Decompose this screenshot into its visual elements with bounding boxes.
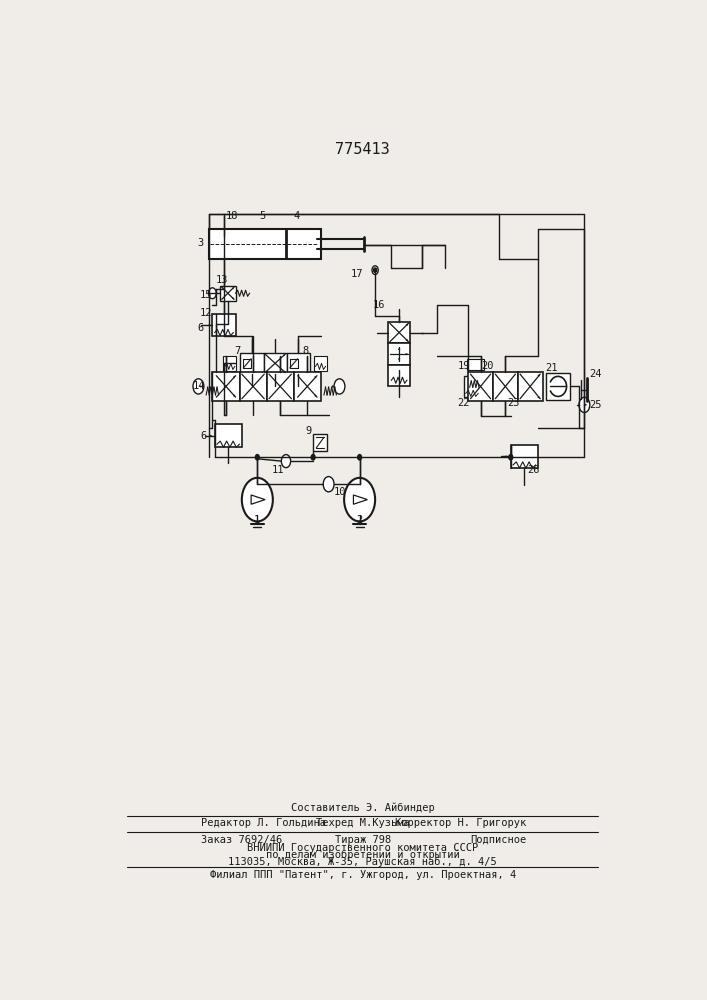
Polygon shape [233,394,235,397]
Text: 775413: 775413 [335,142,390,157]
Bar [215,424,242,447]
Circle shape [334,379,345,394]
Text: 23: 23 [507,398,520,408]
Bar [510,445,538,468]
Circle shape [579,397,590,413]
Text: 16: 16 [373,300,385,310]
Text: 26: 26 [527,465,540,475]
Text: 4: 4 [293,211,299,221]
Bar [209,229,321,259]
Polygon shape [283,370,285,373]
Circle shape [323,477,334,492]
Bar [467,359,484,370]
Circle shape [344,478,375,521]
Bar [223,356,236,371]
Polygon shape [200,385,203,388]
Text: 2: 2 [356,515,363,525]
Bar [468,372,493,401]
Text: Корректор Н. Григорук: Корректор Н. Григорук [395,818,526,828]
Bar [220,286,235,301]
Bar [493,372,518,401]
Circle shape [373,268,377,272]
Text: 25: 25 [590,400,602,410]
Text: 5: 5 [259,211,266,221]
Polygon shape [506,455,508,458]
Bar [212,314,235,336]
Polygon shape [537,374,540,377]
Polygon shape [216,292,218,294]
Bar [313,434,327,451]
Text: 20: 20 [481,361,493,371]
Polygon shape [314,376,317,378]
Polygon shape [232,287,234,289]
Polygon shape [332,385,335,388]
Text: Техред М.Кузьма: Техред М.Кузьма [316,818,409,828]
Polygon shape [585,404,588,406]
Text: Подписное: Подписное [470,835,526,845]
Polygon shape [314,394,317,397]
Bar [388,343,410,365]
Bar [240,372,267,401]
Text: 6: 6 [200,431,206,441]
Text: 22: 22 [457,398,469,408]
Text: 12: 12 [200,308,212,318]
Polygon shape [232,297,234,299]
Bar [388,322,410,343]
Text: 10: 10 [334,487,346,497]
Circle shape [193,379,204,394]
Bar [264,353,287,374]
Text: 7: 7 [234,346,240,356]
Polygon shape [209,435,212,437]
Text: 24: 24 [590,369,602,379]
Text: Заказ 7692/46: Заказ 7692/46 [201,835,282,845]
Circle shape [509,455,513,460]
Bar [464,376,480,397]
Text: 19: 19 [457,361,469,371]
Text: по делам изобретений и открытий: по делам изобретений и открытий [266,849,460,860]
Bar [287,353,310,374]
Text: 9: 9 [305,426,312,436]
Bar [267,372,293,401]
Text: 15: 15 [200,290,212,300]
Text: 3: 3 [197,238,203,248]
Bar [240,353,264,374]
Polygon shape [209,324,211,326]
Circle shape [255,455,259,460]
Polygon shape [537,396,540,399]
Circle shape [209,288,216,299]
Text: 11: 11 [271,465,284,475]
Text: Составитель Э. Айбиндер: Составитель Э. Айбиндер [291,802,435,813]
Text: 6: 6 [198,323,204,333]
Text: 18: 18 [226,211,238,221]
Bar [314,356,327,371]
Text: 21: 21 [546,363,558,373]
Text: 14: 14 [193,381,206,391]
Text: Редактор Л. Гольдина: Редактор Л. Гольдина [201,818,326,828]
Text: Тираж 798: Тираж 798 [334,835,391,845]
Polygon shape [398,358,400,361]
Circle shape [311,455,315,460]
Text: 113035, Москва, Ж-35, Раушская наб., д. 4/5: 113035, Москва, Ж-35, Раушская наб., д. … [228,856,497,867]
Circle shape [242,478,273,521]
Polygon shape [406,339,409,342]
Polygon shape [406,353,409,355]
Bar [388,365,410,386]
Bar [547,373,570,400]
Circle shape [372,266,378,275]
Text: 8: 8 [303,346,308,356]
Text: 17: 17 [351,269,363,279]
Circle shape [358,455,361,460]
Polygon shape [283,354,285,356]
Bar [518,372,542,401]
Polygon shape [398,347,400,350]
Bar [212,372,240,401]
Bar [293,372,321,401]
Polygon shape [233,376,235,378]
Text: 1: 1 [255,515,260,525]
Circle shape [281,455,291,468]
Text: 13: 13 [216,275,228,285]
Polygon shape [406,323,409,326]
Text: Филиал ППП "Патент", г. Ужгород, ул. Проектная, 4: Филиал ППП "Патент", г. Ужгород, ул. Про… [209,870,516,880]
Text: ВНИИПИ Государственного комитета СССР: ВНИИПИ Государственного комитета СССР [247,843,479,853]
